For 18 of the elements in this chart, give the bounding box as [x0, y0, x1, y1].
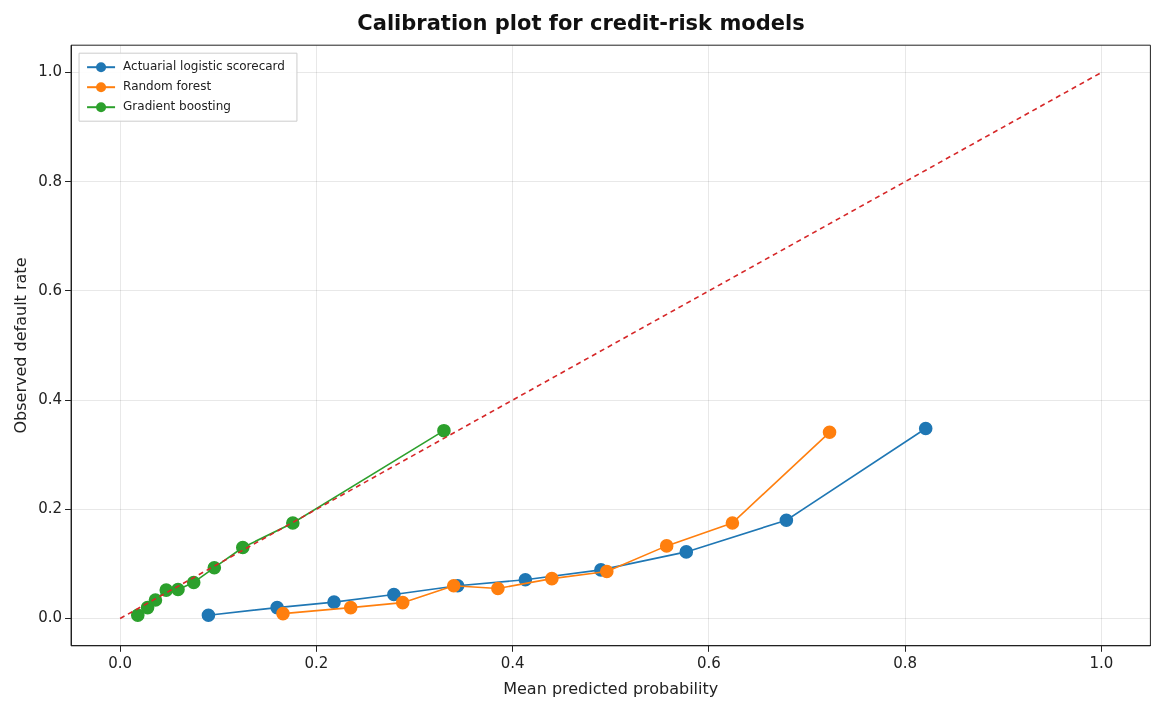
y-axis-title: Observed default rate — [10, 257, 30, 434]
y-tick-label: 0.2 — [38, 499, 63, 518]
x-tick-label: 0.6 — [696, 653, 721, 672]
y-tick-label: 1.0 — [38, 62, 63, 81]
x-tick-label: 0.0 — [108, 653, 133, 672]
y-tick-label: 0.8 — [38, 171, 63, 190]
y-tick-label: 0.0 — [38, 608, 63, 627]
y-tick-label: 0.6 — [38, 280, 63, 299]
legend-label: Random forest — [123, 79, 212, 94]
x-tick-label: 1.0 — [1089, 653, 1114, 672]
x-tick-label: 0.8 — [893, 653, 918, 672]
x-tick-label: 0.4 — [500, 653, 525, 672]
legend-label: Actuarial logistic scorecard — [123, 59, 285, 74]
x-tick-label: 0.2 — [304, 653, 329, 672]
x-axis-title: Mean predicted probability — [503, 678, 719, 698]
y-tick-label: 0.4 — [38, 389, 63, 408]
legend-label: Gradient boosting — [123, 99, 231, 114]
chart-title: Calibration plot for credit-risk models — [357, 11, 805, 36]
